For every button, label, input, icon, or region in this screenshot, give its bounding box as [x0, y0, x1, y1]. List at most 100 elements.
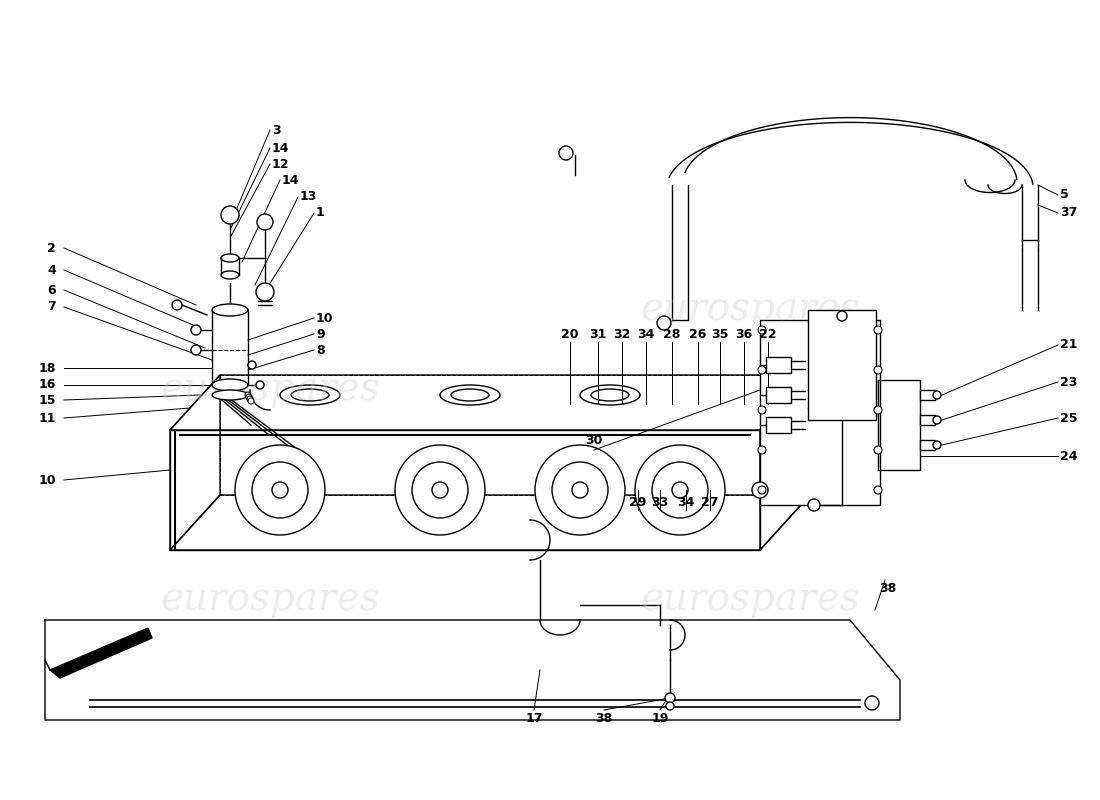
- Polygon shape: [50, 628, 152, 678]
- Circle shape: [874, 486, 882, 494]
- Text: 31: 31: [590, 327, 607, 341]
- Ellipse shape: [221, 254, 239, 262]
- Text: 30: 30: [585, 434, 603, 446]
- Circle shape: [865, 696, 879, 710]
- Circle shape: [256, 381, 264, 389]
- Circle shape: [666, 693, 675, 703]
- Text: 27: 27: [702, 495, 718, 509]
- Text: 34: 34: [637, 327, 654, 341]
- Bar: [212, 310, 248, 385]
- Text: 25: 25: [1060, 411, 1078, 425]
- Text: 12: 12: [272, 158, 289, 170]
- Circle shape: [172, 300, 182, 310]
- Circle shape: [552, 462, 608, 518]
- Text: eurospares: eurospares: [161, 371, 380, 409]
- Circle shape: [248, 398, 254, 404]
- Circle shape: [256, 283, 274, 301]
- Circle shape: [395, 445, 485, 535]
- Ellipse shape: [440, 385, 500, 405]
- Text: 20: 20: [561, 327, 579, 341]
- Text: 28: 28: [663, 327, 681, 341]
- Text: 21: 21: [1060, 338, 1078, 351]
- Text: 8: 8: [316, 343, 324, 357]
- Circle shape: [652, 462, 708, 518]
- Text: 34: 34: [678, 495, 695, 509]
- Bar: [766, 417, 791, 433]
- Circle shape: [432, 482, 448, 498]
- Ellipse shape: [212, 304, 248, 316]
- Text: eurospares: eurospares: [161, 582, 380, 618]
- Text: 14: 14: [282, 174, 299, 186]
- Bar: [766, 387, 791, 403]
- Ellipse shape: [591, 389, 629, 401]
- Circle shape: [758, 446, 766, 454]
- Text: 3: 3: [272, 123, 280, 137]
- Circle shape: [248, 396, 253, 402]
- Text: 5: 5: [1060, 189, 1069, 202]
- Circle shape: [635, 445, 725, 535]
- Circle shape: [245, 392, 251, 398]
- Text: 29: 29: [629, 495, 647, 509]
- Circle shape: [257, 214, 273, 230]
- Circle shape: [191, 345, 201, 355]
- Bar: [920, 390, 935, 400]
- Circle shape: [191, 325, 201, 335]
- Bar: [766, 357, 791, 373]
- Text: 19: 19: [651, 711, 669, 725]
- Text: 18: 18: [39, 362, 56, 374]
- Text: 13: 13: [300, 190, 318, 203]
- Text: 23: 23: [1060, 375, 1077, 389]
- Text: 16: 16: [39, 378, 56, 391]
- Text: 22: 22: [759, 327, 777, 341]
- Circle shape: [559, 146, 573, 160]
- Circle shape: [933, 391, 940, 399]
- Text: eurospares: eurospares: [640, 582, 860, 618]
- Text: 38: 38: [879, 582, 896, 594]
- Bar: [920, 415, 935, 425]
- Text: 37: 37: [1060, 206, 1077, 219]
- Circle shape: [657, 316, 671, 330]
- Circle shape: [235, 445, 324, 535]
- Bar: [808, 310, 876, 420]
- Circle shape: [808, 499, 820, 511]
- Text: 15: 15: [39, 394, 56, 406]
- Text: 10: 10: [316, 311, 333, 325]
- Circle shape: [672, 482, 688, 498]
- Circle shape: [874, 406, 882, 414]
- Circle shape: [758, 366, 766, 374]
- Text: 7: 7: [47, 301, 56, 314]
- Circle shape: [272, 482, 288, 498]
- Circle shape: [535, 445, 625, 535]
- Circle shape: [758, 486, 766, 494]
- Circle shape: [752, 482, 768, 498]
- Ellipse shape: [221, 271, 239, 279]
- Ellipse shape: [292, 389, 329, 401]
- Circle shape: [837, 311, 847, 321]
- Text: 32: 32: [614, 327, 630, 341]
- Ellipse shape: [212, 379, 248, 391]
- Text: 35: 35: [712, 327, 728, 341]
- Circle shape: [666, 702, 674, 710]
- Circle shape: [252, 462, 308, 518]
- Text: 4: 4: [47, 263, 56, 277]
- Text: 24: 24: [1060, 450, 1078, 462]
- Ellipse shape: [212, 390, 248, 400]
- Circle shape: [874, 446, 882, 454]
- Text: 9: 9: [316, 327, 324, 341]
- Circle shape: [874, 326, 882, 334]
- Text: 26: 26: [690, 327, 706, 341]
- Circle shape: [572, 482, 588, 498]
- Circle shape: [758, 326, 766, 334]
- Text: 38: 38: [595, 711, 613, 725]
- Text: 2: 2: [47, 242, 56, 254]
- Circle shape: [933, 441, 940, 449]
- Text: 17: 17: [526, 711, 542, 725]
- Circle shape: [246, 394, 252, 400]
- Bar: [760, 320, 880, 505]
- Circle shape: [221, 206, 239, 224]
- Ellipse shape: [451, 389, 490, 401]
- Text: 14: 14: [272, 142, 289, 154]
- Circle shape: [874, 366, 882, 374]
- Bar: [920, 440, 935, 450]
- Text: 1: 1: [316, 206, 324, 219]
